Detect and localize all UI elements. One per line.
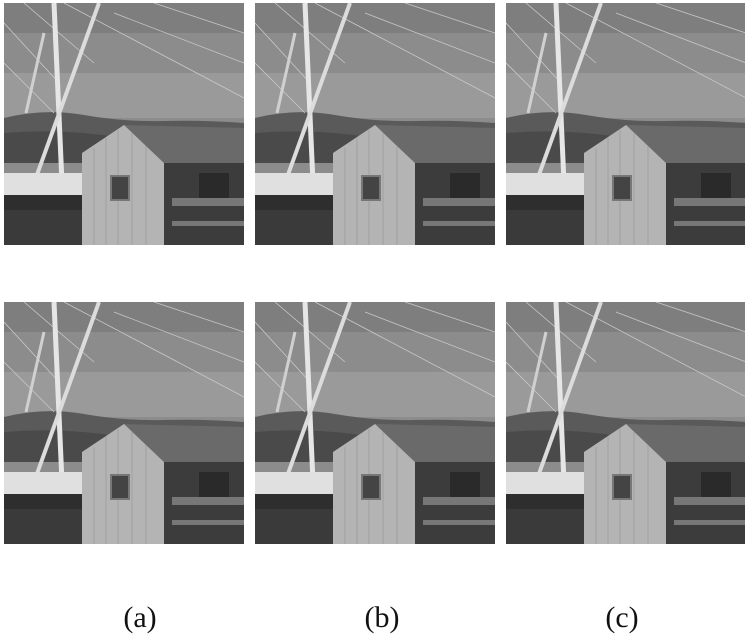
figure: (a) (b) (c) bbox=[0, 0, 745, 640]
image-panel bbox=[255, 302, 495, 544]
page: (a) (b) (c) (() => { const data = JSON.p… bbox=[0, 0, 745, 640]
image-panel bbox=[506, 3, 745, 245]
panel-label: (a) bbox=[123, 601, 156, 634]
panel-label: (b) bbox=[365, 601, 400, 634]
image-panel bbox=[255, 3, 495, 245]
image-panel bbox=[4, 3, 244, 245]
image-panel bbox=[4, 302, 244, 544]
panel-label: (c) bbox=[605, 601, 638, 634]
image-panel bbox=[506, 302, 745, 544]
